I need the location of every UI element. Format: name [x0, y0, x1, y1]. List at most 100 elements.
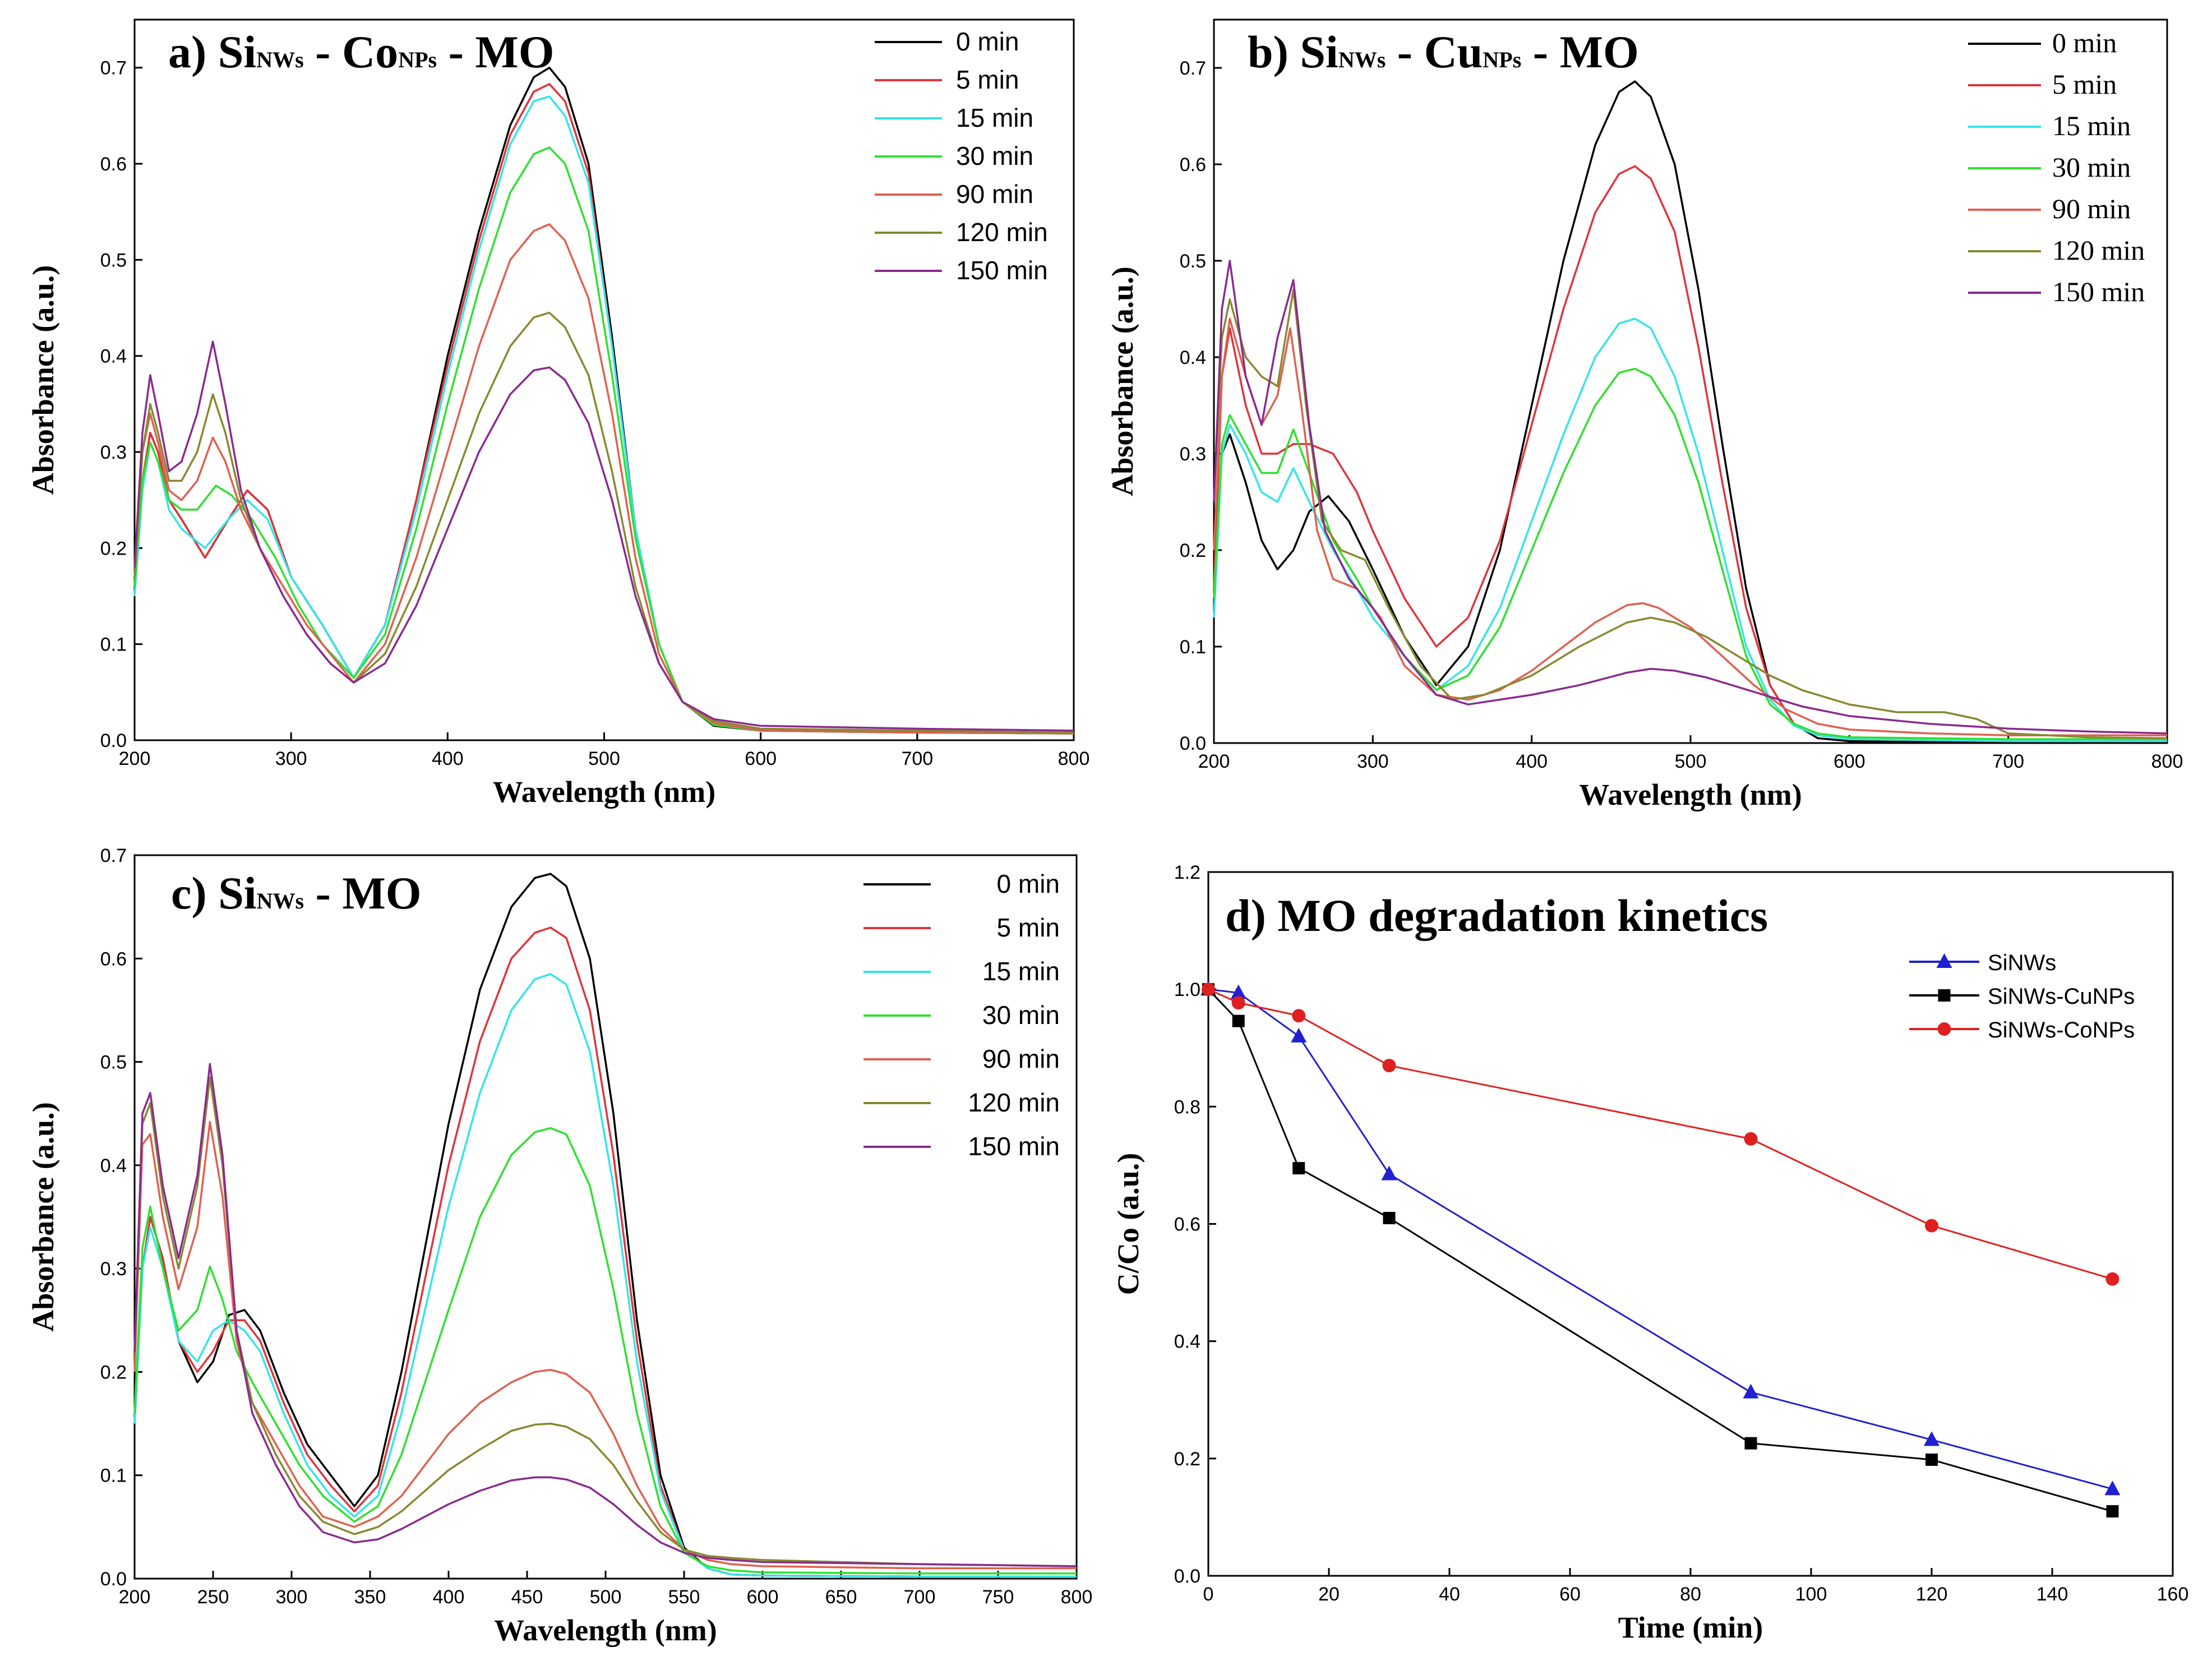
chart-title-part: d) MO degradation kinetics [1225, 890, 1768, 941]
x-tick-label-d: 100 [1795, 1584, 1827, 1605]
legend-label-b: 15 min [2052, 110, 2131, 141]
chart-title-part: - Cu [1386, 26, 1483, 77]
y-tick-label-c: 0.6 [100, 948, 127, 970]
y-tick-label-d: 1.0 [1174, 979, 1200, 1000]
x-tick-label-c: 800 [1061, 1586, 1093, 1608]
plot-frame-c [133, 854, 1078, 1580]
y-tick-label-c: 0.3 [100, 1258, 127, 1280]
y-tick-label-b: 0.2 [1180, 540, 1206, 561]
y-tick-label-c: 0.0 [100, 1569, 127, 1590]
chart-title-a: a) SiNWs - CoNPs - MO [168, 26, 555, 77]
chart-title-part: NPs [1483, 47, 1521, 72]
x-tick-label-d: 60 [1559, 1584, 1581, 1605]
legend-label-b: 120 min [2052, 234, 2145, 266]
panel-c-absorbance-sinws: 200 250 300 350 400 450 500 550 600 650 700 750 800 0… [26, 845, 1092, 1647]
legend-label-b: 5 min [2052, 68, 2117, 100]
y-tick-label-b: 0.0 [1180, 733, 1206, 754]
data-point-d [1202, 983, 1215, 997]
legend-label-b: 90 min [2052, 193, 2131, 224]
x-tick-label-a: 600 [745, 748, 777, 769]
legend-label-d: SiNWs-CoNPs [1988, 1018, 2135, 1043]
y-tick-label-b: 0.5 [1180, 251, 1206, 272]
legend-label-b: 0 min [2052, 27, 2117, 58]
data-point-d [1231, 996, 1245, 1010]
legend-label-a: 120 min [956, 218, 1048, 247]
series-line-c-6 [133, 1063, 1077, 1567]
x-tick-label-c: 650 [825, 1586, 857, 1608]
series-line-b-2 [1213, 317, 2167, 742]
chart-title-part: NWs [1338, 47, 1386, 72]
x-axis-title-d: Time (min) [1618, 1611, 1763, 1644]
data-point-d [1925, 1219, 1938, 1233]
chart-title-part: a) Si [168, 26, 256, 77]
y-tick-label-d: 1.2 [1174, 862, 1200, 883]
y-tick-label-a: 0.7 [100, 58, 127, 79]
data-point-d [2105, 1272, 2119, 1286]
x-tick-label-c: 500 [590, 1586, 622, 1608]
plot-frame-b [1213, 19, 2168, 744]
y-tick-label-b: 0.4 [1180, 347, 1206, 368]
y-tick-label-c: 0.7 [100, 845, 127, 866]
legend-label-a: 5 min [956, 65, 1019, 94]
y-tick-label-d: 0.6 [1174, 1214, 1200, 1235]
x-tick-label-c: 200 [119, 1586, 151, 1608]
y-tick-label-b: 0.3 [1180, 444, 1206, 465]
x-tick-label-d: 0 [1203, 1584, 1214, 1605]
data-point-d [1925, 1453, 1938, 1466]
legend-label-c: 150 min [968, 1132, 1060, 1161]
x-tick-label-b: 600 [1834, 751, 1865, 772]
data-point-d [1744, 1437, 1757, 1450]
data-point-d [1292, 1162, 1305, 1175]
legend-label-c: 90 min [982, 1044, 1060, 1073]
chart-title-part: NWs [256, 47, 303, 72]
x-tick-label-d: 20 [1318, 1584, 1340, 1605]
data-point-d [1744, 1132, 1758, 1146]
series-line-b-5 [1213, 288, 2168, 740]
series-line-c-0 [133, 873, 1077, 1578]
x-tick-label-d: 120 [1916, 1584, 1948, 1605]
x-tick-label-c: 700 [904, 1586, 936, 1608]
chart-title-part: c) Si [171, 868, 257, 919]
chart-title-part: - Co [304, 26, 399, 77]
x-tick-label-c: 400 [433, 1586, 465, 1608]
x-tick-label-b: 700 [1992, 751, 2024, 772]
series-line-a-4 [133, 223, 1074, 735]
series-line-b-4 [1213, 317, 2167, 736]
x-axis-title-a: Wavelength (nm) [493, 775, 716, 809]
y-tick-label-a: 0.4 [100, 346, 127, 367]
legend-marker-d [1936, 953, 1952, 968]
x-tick-label-c: 750 [982, 1586, 1014, 1608]
y-axis-title-b: Absorbance (a.u.) [1106, 266, 1139, 496]
data-point-d [1232, 1014, 1245, 1027]
y-tick-label-d: 0.4 [1174, 1331, 1200, 1353]
x-tick-label-a: 500 [588, 748, 620, 769]
x-tick-label-a: 700 [901, 748, 933, 769]
x-tick-label-a: 400 [432, 748, 464, 769]
x-tick-label-a: 800 [1058, 748, 1090, 769]
series-line-c-4 [133, 1120, 1077, 1570]
chart-title-c: c) SiNWs - MO [171, 868, 422, 919]
legend-label-c: 5 min [997, 913, 1060, 942]
series-line-b-1 [1213, 165, 2167, 742]
data-point-d [1292, 1009, 1306, 1023]
x-tick-label-b: 500 [1675, 751, 1707, 772]
x-tick-label-a: 300 [275, 748, 307, 769]
y-tick-label-d: 0.0 [1174, 1566, 1200, 1587]
series-line-b-0 [1213, 80, 2167, 744]
y-axis-title-a: Absorbance (a.u.) [26, 265, 60, 495]
series-line-b-6 [1213, 260, 2168, 735]
y-tick-label-d: 0.2 [1174, 1449, 1200, 1470]
legend-label-b: 30 min [2052, 151, 2131, 183]
chart-title-d: d) MO degradation kinetics [1225, 890, 1768, 941]
y-tick-label-a: 0.3 [100, 442, 127, 463]
x-tick-label-d: 160 [2157, 1584, 2189, 1605]
legend-marker-d [1937, 1022, 1951, 1036]
x-tick-label-c: 600 [747, 1586, 779, 1608]
chart-title-part: - MO [304, 868, 421, 919]
x-tick-label-c: 450 [511, 1586, 543, 1608]
x-axis-title-c: Wavelength (nm) [494, 1613, 717, 1647]
y-tick-label-a: 0.2 [100, 538, 127, 559]
data-point-d [1381, 1165, 1397, 1180]
x-tick-label-b: 400 [1516, 751, 1548, 772]
